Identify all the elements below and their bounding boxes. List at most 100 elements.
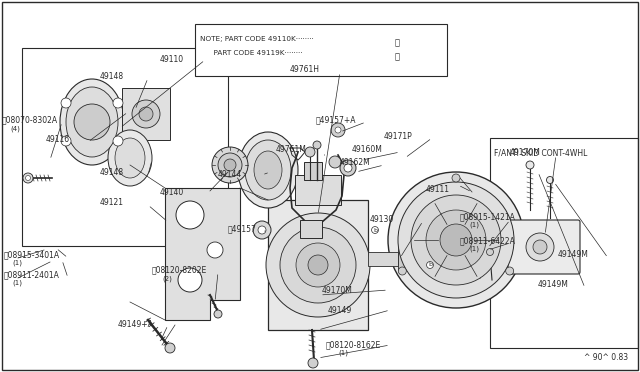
Circle shape [266,213,370,317]
Ellipse shape [238,132,298,208]
Text: 49171P: 49171P [384,132,413,141]
Text: (1): (1) [338,350,348,356]
Circle shape [331,123,345,137]
Text: (4): (4) [10,125,20,131]
Text: Ⓐ: Ⓐ [394,38,399,47]
Text: 49140: 49140 [160,188,184,197]
Circle shape [176,201,204,229]
Bar [295,175,341,205]
Text: (1): (1) [12,280,22,286]
Circle shape [61,98,71,108]
Text: Ⓑ08120-8202E: Ⓑ08120-8202E [152,265,207,274]
Text: 49761M: 49761M [276,145,307,154]
Text: b: b [373,228,377,232]
Text: 49148: 49148 [100,168,124,177]
Circle shape [533,240,547,254]
Circle shape [113,98,123,108]
Circle shape [313,141,321,149]
Text: 49144: 49144 [218,170,243,179]
Text: Ⓝ08911-2401A: Ⓝ08911-2401A [4,270,60,279]
Circle shape [23,173,33,183]
Text: 49170M: 49170M [510,148,541,157]
Ellipse shape [108,130,152,186]
Text: (1): (1) [12,260,22,266]
FancyBboxPatch shape [508,220,580,274]
Text: 49149: 49149 [328,306,352,315]
Circle shape [280,227,356,303]
Bar [368,252,398,266]
Text: 49149M: 49149M [558,250,589,259]
Text: F/ANTI SKID CONT-4WHL: F/ANTI SKID CONT-4WHL [494,148,588,157]
Circle shape [214,310,222,318]
Text: 49170M: 49170M [322,286,353,295]
Circle shape [335,127,341,133]
Ellipse shape [245,140,291,200]
Polygon shape [268,200,368,330]
Text: 49111: 49111 [426,185,450,194]
Circle shape [74,104,110,140]
Circle shape [486,248,493,256]
Text: Ⓑ08120-8162E: Ⓑ08120-8162E [326,340,381,349]
Text: ^ 90^ 0.83: ^ 90^ 0.83 [584,353,628,362]
Text: 49121: 49121 [100,198,124,207]
Circle shape [218,153,242,177]
Circle shape [207,242,223,258]
Circle shape [506,267,514,275]
Text: Ⓑ08070-8302A: Ⓑ08070-8302A [2,115,58,124]
Text: 49160M: 49160M [352,145,383,154]
Circle shape [258,226,266,234]
Text: b: b [428,263,432,267]
Circle shape [547,176,554,183]
Ellipse shape [115,138,145,178]
Bar [22,48,228,246]
Ellipse shape [60,79,124,165]
Circle shape [132,100,160,128]
Ellipse shape [254,151,282,189]
Circle shape [426,210,486,270]
Bar [490,138,638,348]
Circle shape [440,224,472,256]
Circle shape [398,182,514,298]
Text: 49130: 49130 [370,215,394,224]
Text: Ⓐ49157: Ⓐ49157 [228,224,257,233]
Text: Ⓝ08911-6422A: Ⓝ08911-6422A [460,236,516,245]
Text: 49162M: 49162M [340,158,371,167]
Circle shape [388,172,524,308]
Circle shape [526,233,554,261]
Ellipse shape [66,87,118,157]
Text: PART CODE 49119K········: PART CODE 49119K········ [200,50,303,56]
Bar [398,248,416,270]
Circle shape [308,255,328,275]
Circle shape [340,160,356,176]
Circle shape [296,243,340,287]
Circle shape [305,147,315,157]
Circle shape [61,136,71,146]
Text: Ⓦ08915-1421A: Ⓦ08915-1421A [460,212,516,221]
Circle shape [344,164,352,172]
Polygon shape [165,188,240,320]
Text: 49148: 49148 [100,72,124,81]
Circle shape [526,161,534,169]
Text: Ⓥ08915-3401A: Ⓥ08915-3401A [4,250,60,259]
Text: 49110: 49110 [160,55,184,64]
Text: (1): (1) [469,222,479,228]
Circle shape [411,195,501,285]
Circle shape [253,221,271,239]
Text: (1): (1) [469,246,479,253]
Circle shape [139,107,153,121]
Bar [300,220,322,238]
Bar [122,88,170,140]
Circle shape [329,156,341,168]
Bar [304,162,322,180]
Circle shape [178,268,202,292]
Text: 49116: 49116 [46,135,70,144]
Text: NOTE; PART CODE 49110K········: NOTE; PART CODE 49110K········ [200,36,314,42]
Circle shape [165,343,175,353]
Text: Ⓑ: Ⓑ [394,52,399,61]
Text: 49149M: 49149M [538,280,569,289]
Bar [195,24,447,76]
Circle shape [26,176,31,180]
Circle shape [212,147,248,183]
Circle shape [113,136,123,146]
Bar [416,252,444,266]
